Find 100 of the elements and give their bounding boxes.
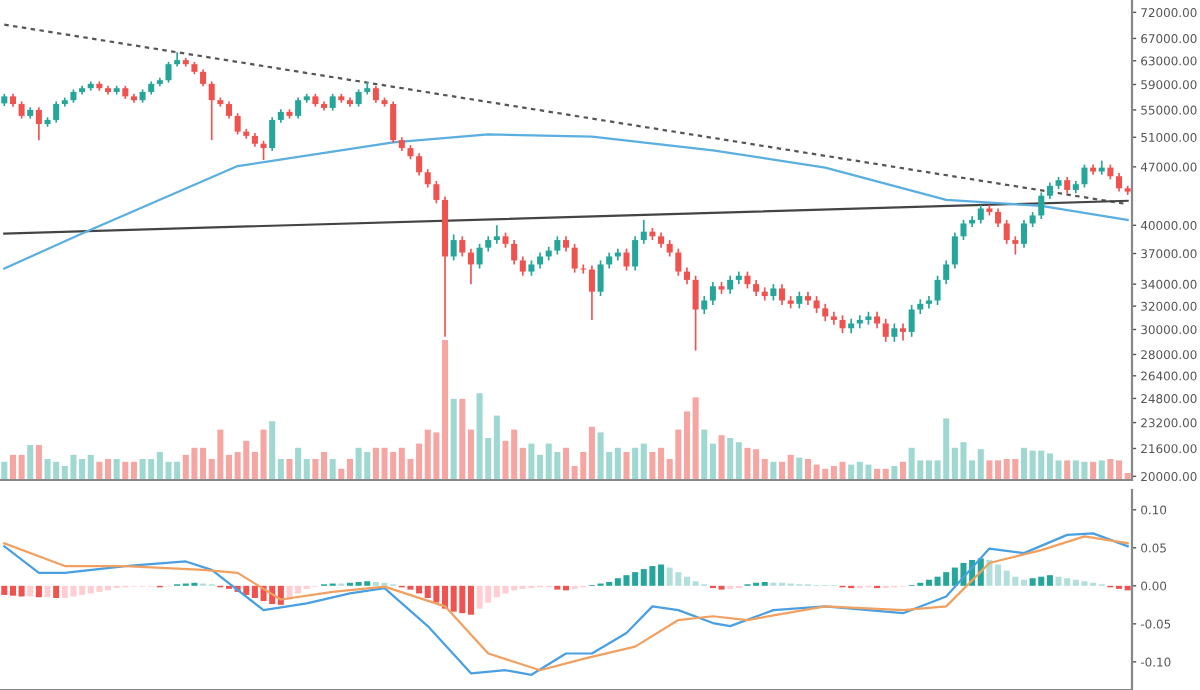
bar <box>666 567 673 586</box>
bar <box>727 438 734 480</box>
bar <box>1072 579 1079 586</box>
bar <box>796 457 803 480</box>
candlestick <box>511 239 518 266</box>
bar <box>943 418 950 480</box>
bar <box>1038 576 1045 586</box>
bar <box>1012 576 1019 586</box>
bar <box>113 459 120 480</box>
candlestick <box>424 168 431 189</box>
candlestick <box>1012 235 1019 256</box>
bar <box>130 461 137 480</box>
bar <box>770 461 777 480</box>
bar <box>433 585 440 603</box>
bar <box>1072 460 1079 480</box>
bar <box>346 459 353 480</box>
bar <box>243 440 250 480</box>
bar <box>329 459 336 480</box>
bar <box>1 461 8 480</box>
candlestick <box>640 219 647 245</box>
bar <box>1055 460 1062 480</box>
candlestick <box>53 100 60 124</box>
bar <box>545 443 552 480</box>
bar <box>1046 575 1053 586</box>
candlestick <box>995 207 1002 228</box>
candlestick <box>295 96 302 120</box>
candlestick <box>943 259 950 285</box>
bar <box>1020 579 1028 586</box>
candlestick <box>1020 219 1028 249</box>
bar <box>295 447 302 480</box>
bar <box>459 398 466 480</box>
bar <box>87 585 94 594</box>
bar <box>104 459 112 480</box>
candlestick <box>416 152 423 177</box>
bar <box>986 559 993 586</box>
candlestick <box>692 274 699 352</box>
bar <box>1064 460 1071 480</box>
bar <box>554 452 561 480</box>
candlestick <box>588 264 595 321</box>
candlestick <box>1116 172 1123 193</box>
bar <box>27 445 34 480</box>
bar <box>35 585 42 598</box>
bar <box>260 429 267 480</box>
bar <box>692 397 699 480</box>
candlestick <box>908 304 915 338</box>
candlestick <box>882 317 889 343</box>
bar <box>1003 570 1010 586</box>
candlestick <box>165 61 172 84</box>
bar <box>839 461 846 480</box>
candlestick <box>891 322 898 343</box>
bar <box>312 459 319 480</box>
candlestick <box>260 140 267 161</box>
candlestick <box>390 100 397 144</box>
candlestick <box>493 224 500 245</box>
bar <box>87 454 94 480</box>
bar <box>735 442 742 480</box>
candlestick <box>571 243 578 274</box>
bar <box>424 429 431 480</box>
candlestick <box>701 295 708 315</box>
bar <box>398 447 405 480</box>
candlestick <box>727 274 734 295</box>
candlestick <box>1081 163 1088 189</box>
candlestick <box>459 235 466 258</box>
bar <box>813 464 820 480</box>
bar <box>865 464 872 480</box>
candlestick <box>675 247 682 277</box>
candlestick <box>554 235 561 256</box>
bar <box>355 447 362 480</box>
bar <box>744 447 751 480</box>
candlestick <box>467 247 474 285</box>
candlestick <box>433 180 440 205</box>
bar <box>1038 450 1045 480</box>
bar <box>562 447 570 480</box>
bar <box>35 445 42 480</box>
bar <box>908 447 915 480</box>
bar <box>986 460 993 480</box>
bar <box>61 585 68 598</box>
bar <box>1090 461 1097 480</box>
bar <box>502 585 509 594</box>
candlestick <box>476 243 483 270</box>
candlestick <box>234 112 241 136</box>
bar <box>649 566 656 586</box>
bar <box>493 415 500 480</box>
bar <box>182 454 189 480</box>
bar <box>848 464 855 480</box>
bar <box>476 393 483 480</box>
bar <box>623 452 630 480</box>
bar <box>528 443 535 480</box>
bar <box>450 585 457 612</box>
bar <box>53 461 60 480</box>
bar <box>44 585 51 598</box>
bar <box>485 585 492 603</box>
bar <box>1081 461 1088 480</box>
bar <box>588 426 595 480</box>
candlestick <box>779 283 786 306</box>
candlestick <box>934 274 941 306</box>
candlestick <box>632 235 639 272</box>
bar <box>44 459 51 480</box>
bar <box>269 421 276 480</box>
candlestick <box>269 116 276 152</box>
